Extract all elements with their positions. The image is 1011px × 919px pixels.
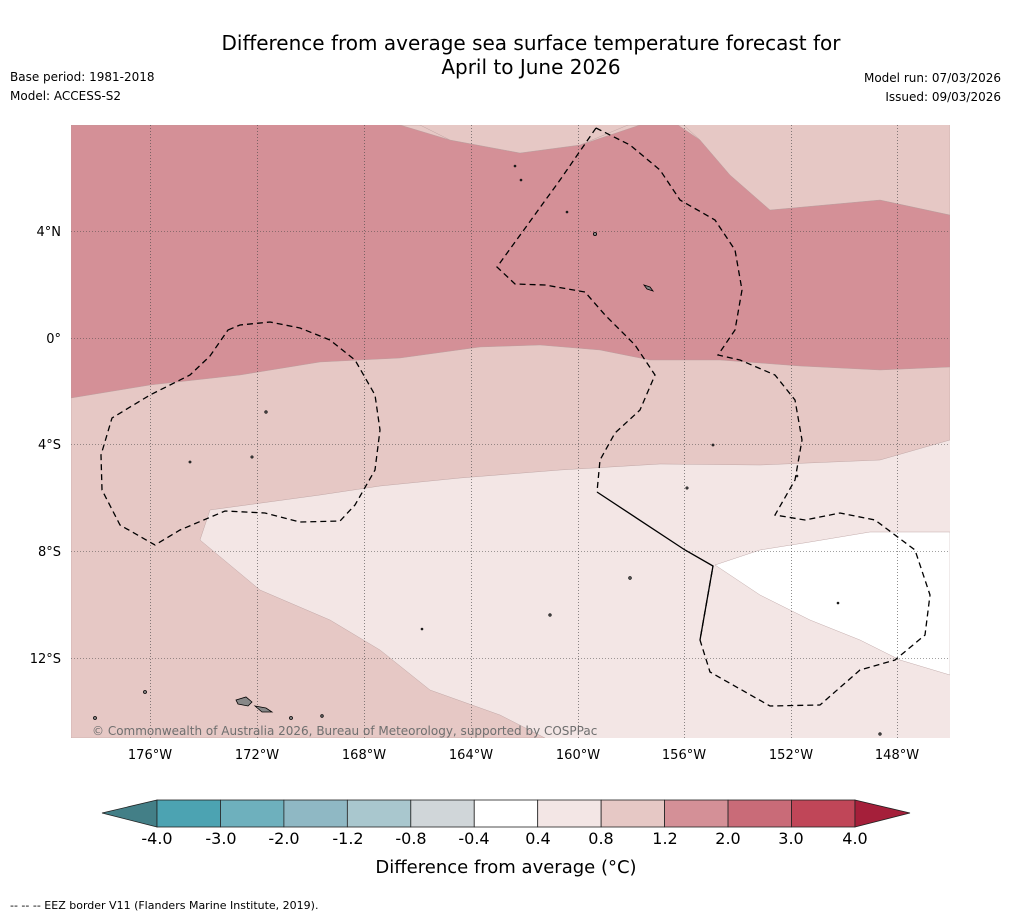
colorbar-tick-label: -3.0 xyxy=(205,829,236,848)
eez-kiribati-north xyxy=(595,127,931,707)
colorbar-swatch xyxy=(473,799,539,828)
band-neutral xyxy=(714,531,950,676)
samoa-upolu xyxy=(253,705,274,713)
island-dot xyxy=(93,716,97,720)
island-dot xyxy=(878,732,882,736)
eez-kiribati-central xyxy=(496,127,656,493)
base-period: Base period: 1981-2018 xyxy=(10,70,155,84)
model-name: Model: ACCESS-S2 xyxy=(10,89,122,103)
lon-label: 168°W xyxy=(342,748,386,763)
colorbar-labels: -4.0 -3.0 -2.0 -1.2 -0.8 -0.4 0.4 0.8 1.… xyxy=(141,829,867,848)
colorbar-tick-label: 1.2 xyxy=(652,829,677,848)
eez-tokelau xyxy=(100,321,381,546)
island-dot xyxy=(264,410,268,414)
lon-label: 172°W xyxy=(235,748,279,763)
samoa-savaii xyxy=(235,696,253,707)
band-0p8-1p2-top xyxy=(419,125,629,154)
island-dot xyxy=(685,486,689,490)
colorbar-swatch xyxy=(346,799,412,828)
eez-legend-footer: -- -- -- EEZ border V11 (Flanders Marine… xyxy=(10,899,319,912)
colorbar-tick-label: -1.2 xyxy=(332,829,363,848)
meta-right: Model run: 07/03/2026 Issued: 09/03/2026 xyxy=(864,69,1001,107)
colorbar-tick-label: 4.0 xyxy=(842,829,867,848)
colorbar-swatch xyxy=(220,799,285,828)
graticule xyxy=(71,125,950,738)
copyright-notice: © Commonwealth of Australia 2026, Bureau… xyxy=(92,724,598,738)
colorbar-tick-label: -0.8 xyxy=(395,829,426,848)
meta-left: Base period: 1981-2018 Model: ACCESS-S2 xyxy=(10,68,155,106)
island-dot xyxy=(628,576,632,580)
island-dot xyxy=(711,443,715,447)
island-dot xyxy=(548,613,552,617)
lat-label: 4°S xyxy=(38,438,61,453)
colorbar-tick-label: 2.0 xyxy=(715,829,740,848)
colorbar-swatch xyxy=(791,799,856,828)
islands xyxy=(93,164,882,736)
lon-label: 152°W xyxy=(769,748,813,763)
issued-date: Issued: 09/03/2026 xyxy=(885,90,1001,104)
island-dot xyxy=(250,455,254,459)
island-dot xyxy=(320,714,324,718)
atoll-north xyxy=(642,284,655,292)
title-line-2: April to June 2026 xyxy=(441,55,621,79)
colorbar xyxy=(101,799,911,828)
island-dot xyxy=(565,210,569,214)
colorbar-swatch xyxy=(410,799,475,828)
colorbar-extend-min xyxy=(101,799,158,828)
model-run: Model run: 07/03/2026 xyxy=(863,71,1001,85)
island-dot xyxy=(143,690,147,694)
colorbar-tick-label: -4.0 xyxy=(141,829,172,848)
island-dot xyxy=(289,716,293,720)
island-dot xyxy=(519,178,523,182)
island-dot xyxy=(836,601,840,605)
eez-solid-segment xyxy=(596,491,714,641)
colorbar-swatch xyxy=(283,799,348,828)
lon-label: 156°W xyxy=(662,748,706,763)
lat-label: 0° xyxy=(46,332,61,347)
lon-label: 160°W xyxy=(556,748,600,763)
colorbar-tick-label: 0.8 xyxy=(588,829,613,848)
eez-borders xyxy=(100,127,931,707)
colorbar-tick-label: 3.0 xyxy=(778,829,803,848)
colorbar-extend-max xyxy=(854,799,911,828)
lon-label: 148°W xyxy=(875,748,919,763)
island-dot xyxy=(513,164,517,168)
colorbar-swatch xyxy=(600,799,666,828)
map-plot xyxy=(71,125,950,738)
colorbar-swatch xyxy=(156,799,221,828)
island-dot xyxy=(795,474,799,478)
lon-label: 176°W xyxy=(128,748,172,763)
lat-label: 8°S xyxy=(38,545,61,560)
colorbar-swatch xyxy=(537,799,602,828)
colorbar-swatch xyxy=(664,799,729,828)
lat-label: 12°S xyxy=(30,652,61,667)
colorbar-tick-label: 0.4 xyxy=(525,829,550,848)
colorbar-tick-label: -0.4 xyxy=(458,829,489,848)
title-line-1: Difference from average sea surface temp… xyxy=(221,31,841,55)
map-title: Difference from average sea surface temp… xyxy=(0,31,1011,79)
colorbar-swatch xyxy=(727,799,792,828)
lon-label: 164°W xyxy=(449,748,493,763)
band-0p8-1p2-northeast xyxy=(683,125,950,216)
lat-label: 4°N xyxy=(37,225,62,240)
island-dot xyxy=(420,627,424,631)
colorbar-tick-label: -2.0 xyxy=(268,829,299,848)
colorbar-title: Difference from average (°C) xyxy=(375,857,636,878)
island-dot xyxy=(188,460,192,464)
island-dot xyxy=(593,231,598,236)
